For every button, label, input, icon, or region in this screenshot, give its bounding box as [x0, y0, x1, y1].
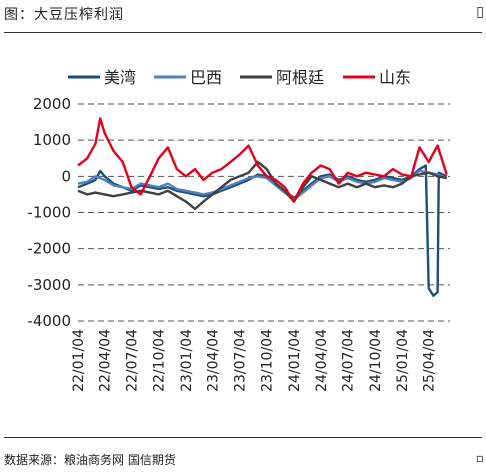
footer-corner-mark: ▫: [475, 451, 484, 465]
x-tick-label: 24/10/04: [368, 329, 384, 392]
x-tick-label: 23/01/04: [179, 329, 195, 392]
series-line-美湾: [77, 164, 448, 297]
x-tick-label: 22/04/04: [98, 329, 114, 392]
x-tick-label: 23/10/04: [260, 329, 276, 392]
source-note: 数据来源：粮油商务网 国信期货: [4, 453, 176, 467]
series-line-山东: [77, 117, 448, 203]
x-tick-label: 22/10/04: [152, 329, 168, 392]
legend-label: 阿根廷: [276, 68, 324, 87]
chart: 美湾 巴西 阿根廷 山东 200010000-1000-2000-3000-4000 …: [27, 68, 450, 392]
legend-label: 美湾: [104, 68, 136, 87]
x-axis: 22/01/04 22/04/04 22/07/04 22/10/04 23/01/04…: [71, 329, 438, 392]
x-tick-label: 24/07/04: [341, 329, 357, 392]
legend: 美湾 巴西 阿根廷 山东: [68, 68, 411, 87]
x-tick-label: 22/07/04: [125, 329, 141, 392]
y-tick-label: 0: [61, 167, 71, 185]
y-tick-label: -4000: [27, 312, 71, 330]
series-line-阿根廷: [77, 160, 447, 211]
footer-rule: [4, 437, 482, 438]
y-axis: 2000 1000 0 -1000 -2000 -3000 -4000: [27, 95, 71, 330]
series-lines: [77, 117, 448, 297]
x-tick-label: 25/01/04: [395, 329, 411, 392]
y-tick-label: 2000: [33, 95, 71, 113]
y-tick-label: -3000: [27, 276, 71, 294]
x-tick-label: 23/04/04: [206, 329, 222, 392]
header-rule: [4, 32, 482, 33]
y-tick-label: -2000: [27, 240, 71, 258]
legend-label: 山东: [379, 68, 411, 87]
grid: [78, 103, 450, 322]
figure-title: 图：大豆压榨利润: [4, 7, 124, 23]
x-tick-label: 24/04/04: [314, 329, 330, 392]
y-tick-label: -1000: [27, 204, 71, 222]
x-tick-label: 24/01/04: [287, 329, 303, 392]
x-tick-label: 25/04/04: [422, 329, 438, 392]
x-tick-label: 22/01/04: [71, 329, 87, 392]
x-tick-label: 23/07/04: [232, 329, 248, 392]
corner-mark: ▯: [476, 4, 484, 20]
series-line-巴西: [77, 169, 448, 201]
y-tick-label: 1000: [33, 131, 71, 149]
legend-label: 巴西: [190, 68, 222, 87]
